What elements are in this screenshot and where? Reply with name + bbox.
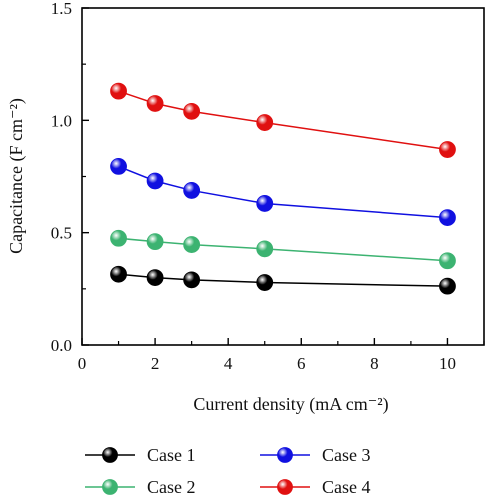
y-tick-label: 0.5 bbox=[51, 224, 72, 243]
x-tick-label: 8 bbox=[370, 354, 379, 373]
ticks: 0 2 4 6 8 10 0.0 0.5 1.0 1.5 bbox=[51, 0, 485, 373]
data-point bbox=[439, 141, 456, 158]
series-line bbox=[118, 237, 448, 262]
series bbox=[110, 82, 456, 295]
x-tick-label: 10 bbox=[439, 354, 456, 373]
data-point bbox=[439, 209, 456, 227]
legend-marker bbox=[102, 479, 118, 495]
legend-label: Case 2 bbox=[147, 477, 196, 497]
data-point bbox=[110, 157, 127, 175]
series-1 bbox=[110, 265, 456, 295]
series-line bbox=[118, 165, 448, 219]
y-tick-label: 1.5 bbox=[51, 0, 72, 18]
legend-item: Case 3 bbox=[260, 445, 371, 465]
data-point bbox=[146, 172, 164, 190]
y-axis-label: Capacitance (F cm⁻²) bbox=[6, 98, 27, 254]
x-tick-label: 0 bbox=[78, 354, 87, 373]
data-point bbox=[183, 102, 201, 120]
legend-marker bbox=[102, 447, 118, 463]
series-line bbox=[118, 90, 448, 151]
data-point bbox=[256, 114, 274, 131]
legend-label: Case 1 bbox=[147, 445, 196, 465]
y-tick-label: 1.0 bbox=[51, 111, 72, 130]
legend-marker bbox=[277, 447, 293, 463]
data-point bbox=[256, 195, 274, 212]
legend-label: Case 3 bbox=[322, 445, 371, 465]
data-point bbox=[183, 236, 201, 253]
data-point bbox=[256, 240, 274, 258]
legend-label: Case 4 bbox=[322, 477, 371, 497]
legend-item: Case 2 bbox=[85, 477, 196, 497]
legend: Case 1 Case 2 Case 3 Case 4 bbox=[85, 445, 371, 497]
y-tick-label: 0.0 bbox=[51, 336, 72, 355]
legend-marker bbox=[277, 479, 293, 495]
data-point bbox=[146, 269, 164, 287]
data-point bbox=[110, 82, 127, 100]
data-point bbox=[110, 229, 127, 247]
data-point bbox=[439, 277, 456, 295]
data-point bbox=[146, 233, 164, 251]
legend-item: Case 1 bbox=[85, 445, 196, 465]
data-point bbox=[183, 271, 201, 289]
data-point bbox=[110, 265, 127, 283]
series-3 bbox=[110, 157, 456, 227]
data-point bbox=[183, 182, 201, 199]
x-tick-label: 6 bbox=[297, 354, 306, 373]
series-line bbox=[118, 273, 448, 287]
series-2 bbox=[110, 229, 456, 270]
x-axis-label: Current density (mA cm⁻²) bbox=[193, 394, 388, 415]
x-tick-label: 2 bbox=[151, 354, 160, 373]
data-point bbox=[256, 274, 274, 291]
data-point bbox=[439, 252, 456, 270]
data-point bbox=[146, 95, 164, 112]
series-4 bbox=[110, 82, 456, 158]
legend-item: Case 4 bbox=[260, 477, 371, 497]
x-tick-label: 4 bbox=[224, 354, 233, 373]
